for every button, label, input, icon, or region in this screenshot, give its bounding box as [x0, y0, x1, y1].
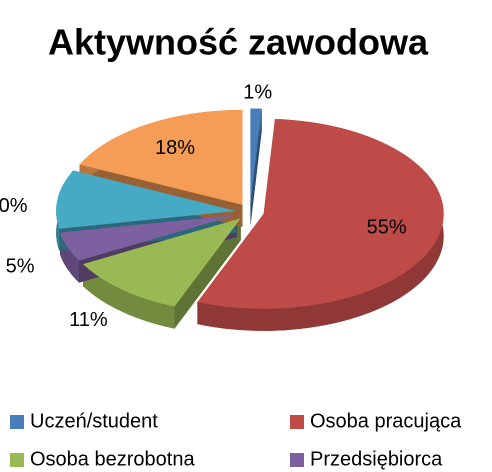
slice-wall [197, 119, 444, 331]
slice [56, 170, 237, 229]
data-label: 18% [155, 137, 195, 159]
legend-label: Uczeń/student [30, 410, 158, 432]
slice-side [250, 108, 262, 226]
slice [197, 119, 444, 309]
data-label: 1% [243, 81, 272, 103]
data-label: 10% [0, 195, 28, 217]
data-label: 5% [6, 255, 35, 277]
slice-wall [83, 264, 175, 329]
legend-swatch [290, 415, 304, 429]
data-label: 55% [367, 217, 407, 239]
slice [60, 214, 237, 261]
slice [79, 109, 243, 205]
slice [250, 108, 262, 204]
legend-label: Osoba pracująca [310, 410, 462, 432]
data-label: 11% [69, 309, 108, 331]
slice [83, 218, 241, 307]
chart-title: Aktywność zawodowa [48, 22, 429, 63]
legend-swatch [290, 453, 304, 467]
legend-swatch [10, 415, 24, 429]
legend-label: Osoba bezrobotna [30, 448, 195, 470]
slice-side [174, 218, 241, 329]
legend-label: Przedsiębiorca [310, 448, 443, 470]
legend-swatch [10, 453, 24, 467]
